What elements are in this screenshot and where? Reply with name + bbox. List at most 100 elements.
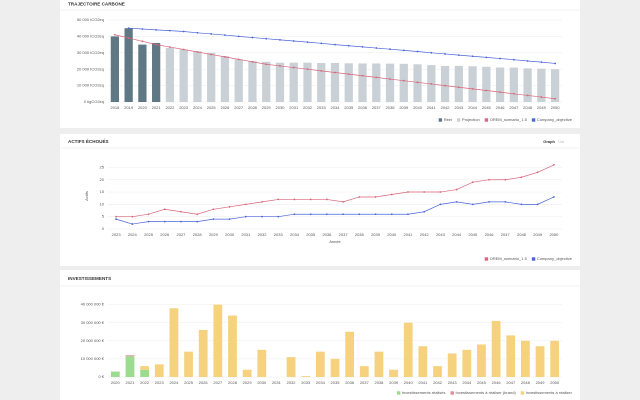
point	[127, 27, 130, 30]
x-tick-label: 2021	[126, 380, 136, 385]
bar	[213, 304, 223, 377]
point	[292, 66, 295, 69]
x-tick-label: 2029	[243, 380, 253, 385]
tab[interactable]: Graph	[543, 139, 555, 144]
bar	[447, 353, 457, 377]
bar	[389, 369, 398, 377]
point	[261, 200, 263, 203]
point	[554, 97, 557, 100]
bar	[509, 67, 518, 102]
bar	[138, 44, 147, 102]
x-tick-label: 2034	[290, 232, 300, 237]
bar	[550, 69, 560, 102]
point	[237, 35, 240, 38]
bar	[257, 349, 267, 377]
point	[131, 223, 134, 225]
bar	[184, 351, 193, 377]
x-tick-label: 2023	[155, 380, 165, 385]
x-tick-label: 2048	[517, 232, 527, 237]
y-tick-label: 50 000 tCO2eq	[77, 17, 104, 22]
point	[375, 76, 378, 79]
point	[485, 56, 488, 59]
y-tick-label: 30 000 tCO2eq	[77, 50, 104, 55]
point	[416, 81, 419, 84]
x-tick-label: 2043	[448, 380, 458, 385]
point	[320, 69, 323, 72]
point	[457, 86, 460, 89]
point	[293, 198, 296, 201]
x-tick-label: 2035	[344, 105, 354, 110]
point	[277, 215, 280, 218]
point	[115, 218, 118, 221]
point	[182, 48, 185, 51]
point	[292, 40, 295, 42]
y-tick-label: 10 000 tCO2eq	[77, 83, 104, 88]
bar	[433, 366, 442, 377]
x-tick-label: 2039	[399, 105, 409, 110]
point	[196, 51, 199, 53]
point	[244, 203, 247, 206]
point	[182, 30, 185, 33]
point	[141, 40, 144, 43]
bar	[344, 63, 353, 102]
bar	[468, 66, 477, 102]
x-tick-label: 2030	[225, 232, 235, 237]
point	[499, 91, 501, 94]
bar	[179, 49, 188, 102]
line	[116, 196, 555, 225]
x-tick-label: 2042	[420, 232, 430, 237]
y-axis-label: Actifs	[84, 191, 89, 201]
point	[504, 200, 507, 203]
x-axis-label: Année	[329, 239, 341, 244]
y-tick-label: 30 000 000 €	[81, 320, 105, 325]
legend-swatch	[484, 257, 489, 261]
point	[210, 33, 213, 35]
x-tick-label: 2040	[387, 232, 397, 237]
panel-title: TRAJECTOIRE CARBONE	[68, 2, 125, 7]
x-tick-label: 2025	[207, 105, 217, 110]
panel-title: ACTIFS ÉCHOUÉS	[68, 137, 109, 144]
bar	[440, 65, 450, 102]
x-tick-label: 2037	[372, 105, 382, 110]
x-tick-label: 2044	[468, 105, 478, 110]
point	[536, 171, 539, 174]
point	[488, 178, 490, 181]
panel	[60, 134, 580, 266]
point	[554, 62, 557, 65]
bar	[523, 68, 532, 102]
bar	[125, 356, 135, 377]
point	[488, 200, 490, 203]
x-tick-label: 2047	[501, 232, 511, 237]
bar	[248, 61, 257, 102]
x-tick-label: 2033	[274, 232, 284, 237]
x-tick-label: 2037	[339, 232, 349, 237]
bar	[495, 67, 505, 102]
point	[228, 218, 231, 221]
x-tick-label: 2025	[184, 380, 194, 385]
point	[228, 205, 231, 208]
x-tick-label: 2049	[536, 380, 546, 385]
tab[interactable]: List	[558, 139, 565, 144]
y-tick-label: 0 kgCO2eq	[84, 99, 104, 104]
bar	[317, 62, 326, 102]
bar	[193, 51, 202, 102]
point	[552, 196, 555, 198]
x-tick-label: 2033	[317, 105, 327, 110]
point	[279, 38, 281, 41]
point	[390, 193, 393, 196]
x-tick-label: 2022	[165, 105, 175, 110]
point	[374, 196, 377, 198]
bar	[125, 355, 135, 357]
point	[309, 213, 312, 216]
x-tick-label: 2042	[433, 380, 443, 385]
point	[407, 213, 409, 216]
x-tick-label: 2045	[477, 380, 487, 385]
legend-swatch	[531, 118, 536, 122]
point	[455, 200, 458, 203]
bar	[140, 366, 150, 370]
bar	[345, 331, 355, 377]
x-tick-label: 2020	[138, 105, 148, 110]
x-tick-label: 2048	[521, 380, 531, 385]
bar	[491, 320, 501, 377]
y-tick-label: 10 000 000 €	[81, 356, 105, 361]
